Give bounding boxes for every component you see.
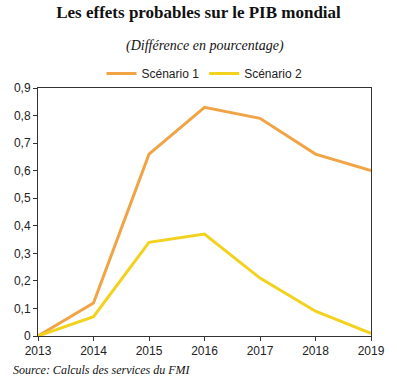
svg-text:2015: 2015: [136, 344, 163, 358]
svg-text:0,9: 0,9: [14, 81, 31, 95]
svg-text:0: 0: [24, 329, 31, 343]
svg-text:2016: 2016: [191, 344, 218, 358]
svg-text:2014: 2014: [80, 344, 107, 358]
svg-text:2017: 2017: [247, 344, 274, 358]
svg-text:0,7: 0,7: [14, 136, 31, 150]
svg-text:2018: 2018: [302, 344, 329, 358]
svg-text:0,2: 0,2: [14, 274, 31, 288]
svg-text:Scénario 1: Scénario 1: [142, 67, 200, 81]
svg-text:Source: Calculs des services d: Source: Calculs des services du FMI: [13, 363, 191, 377]
svg-text:0,8: 0,8: [14, 109, 31, 123]
svg-text:Les effets probables sur le PI: Les effets probables sur le PIB mondial: [56, 3, 341, 22]
svg-text:Scénario 2: Scénario 2: [244, 67, 302, 81]
svg-text:2013: 2013: [25, 344, 52, 358]
svg-text:0,6: 0,6: [14, 164, 31, 178]
svg-text:0,3: 0,3: [14, 247, 31, 261]
svg-text:(Différence en pourcentage): (Différence en pourcentage): [126, 38, 284, 54]
svg-text:2019: 2019: [358, 344, 385, 358]
svg-text:0,4: 0,4: [14, 219, 31, 233]
svg-text:0,5: 0,5: [14, 191, 31, 205]
svg-text:0,1: 0,1: [14, 302, 31, 316]
